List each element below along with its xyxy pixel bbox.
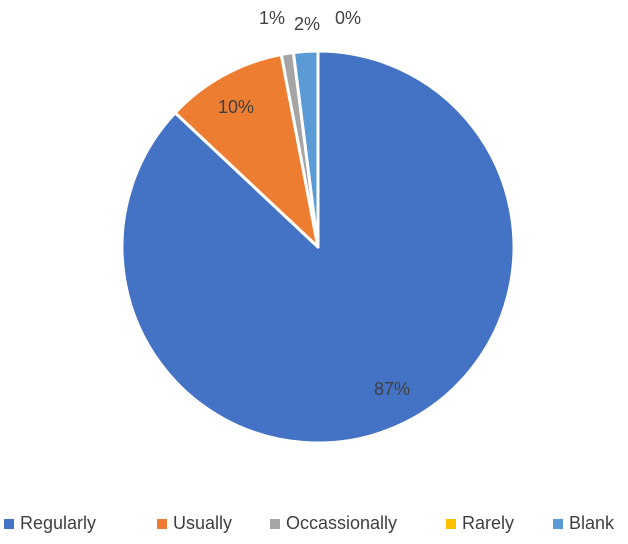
pie-slice-blank [291, 49, 320, 249]
data-labels: 87% 10% 1% 0% 2% [218, 8, 410, 399]
legend-swatch-regularly [4, 519, 14, 529]
pie-slices [120, 49, 516, 445]
data-label-regularly: 87% [374, 379, 410, 399]
legend-item-rarely: Rarely [446, 513, 514, 533]
legend-swatch-occassionally [270, 519, 280, 529]
legend-item-usually: Usually [157, 513, 232, 533]
legend-label-rarely: Rarely [462, 513, 514, 533]
legend-swatch-blank [553, 519, 563, 529]
legend: Regularly Usually Occassionally Rarely Blank [4, 513, 615, 533]
legend-label-blank: Blank [569, 513, 615, 533]
data-label-occassionally: 1% [259, 8, 285, 28]
legend-item-blank: Blank [553, 513, 615, 533]
data-label-blank: 2% [294, 14, 320, 34]
legend-label-usually: Usually [173, 513, 232, 533]
legend-label-occassionally: Occassionally [286, 513, 397, 533]
data-label-rarely: 0% [335, 8, 361, 28]
legend-item-occassionally: Occassionally [270, 513, 397, 533]
legend-item-regularly: Regularly [4, 513, 96, 533]
legend-swatch-rarely [446, 519, 456, 529]
legend-label-regularly: Regularly [20, 513, 96, 533]
data-label-usually: 10% [218, 97, 254, 117]
legend-swatch-usually [157, 519, 167, 529]
pie-slice-usually [173, 52, 320, 249]
